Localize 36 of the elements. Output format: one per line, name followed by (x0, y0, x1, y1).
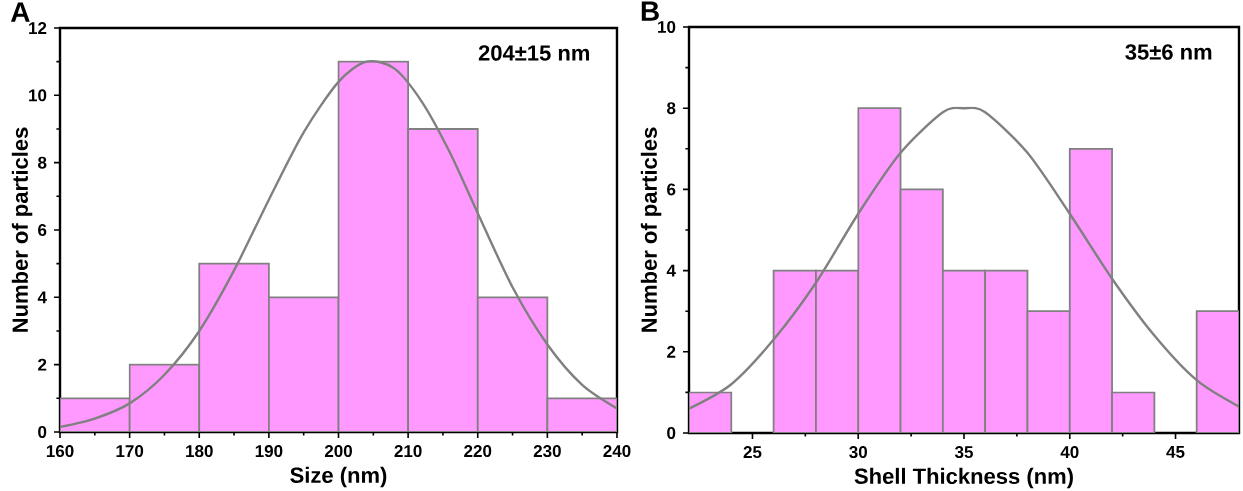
line-series (60, 60, 617, 429)
x-tick-label: 240 (603, 445, 631, 458)
y-tick-label: 0 (38, 425, 47, 438)
y-tick-label: 4 (37, 291, 47, 304)
chart-title: A (10, 2, 30, 22)
y-tick-label: 0 (667, 426, 676, 439)
x-tick-label: 180 (186, 445, 213, 458)
y-tick-label: 6 (667, 183, 676, 196)
x-axis-title: Size (nm) (290, 466, 387, 488)
x-tick-label: 35 (954, 446, 973, 459)
x-tick-label: 30 (849, 446, 867, 459)
x-tick-label: 170 (116, 445, 144, 458)
y-tick-label: 8 (667, 102, 676, 115)
y-tick-label: 2 (667, 345, 676, 358)
annotation: 35±6 nm (1125, 44, 1212, 60)
y-tick-label: 12 (29, 22, 47, 34)
annotation: 204±15 nm (478, 45, 590, 61)
x-tick-label: 190 (255, 445, 283, 458)
y-tick-label: 4 (666, 264, 676, 277)
y-tick-label: 10 (29, 89, 47, 102)
y-tick-label: 8 (38, 156, 47, 169)
x-tick-label: 25 (743, 446, 762, 459)
x-tick-label: 200 (324, 445, 352, 458)
x-tick-label: 230 (533, 445, 561, 458)
x-tick-label: 45 (1166, 446, 1185, 458)
chart-title: B (641, 1, 659, 21)
y-axis-title: Number of particles (640, 127, 662, 332)
x-axis-title: Shell Thickness (nm) (854, 467, 1073, 489)
y-tick-label: 2 (38, 358, 47, 371)
x-tick-label: 220 (464, 445, 492, 458)
x-tick-label: 210 (394, 445, 422, 458)
y-axis-title: Number of particles (11, 127, 33, 332)
x-tick-label: 160 (46, 445, 74, 458)
y-tick-label: 10 (658, 20, 676, 33)
x-tick-label: 40 (1060, 446, 1079, 459)
y-tick-label: 6 (38, 223, 47, 236)
